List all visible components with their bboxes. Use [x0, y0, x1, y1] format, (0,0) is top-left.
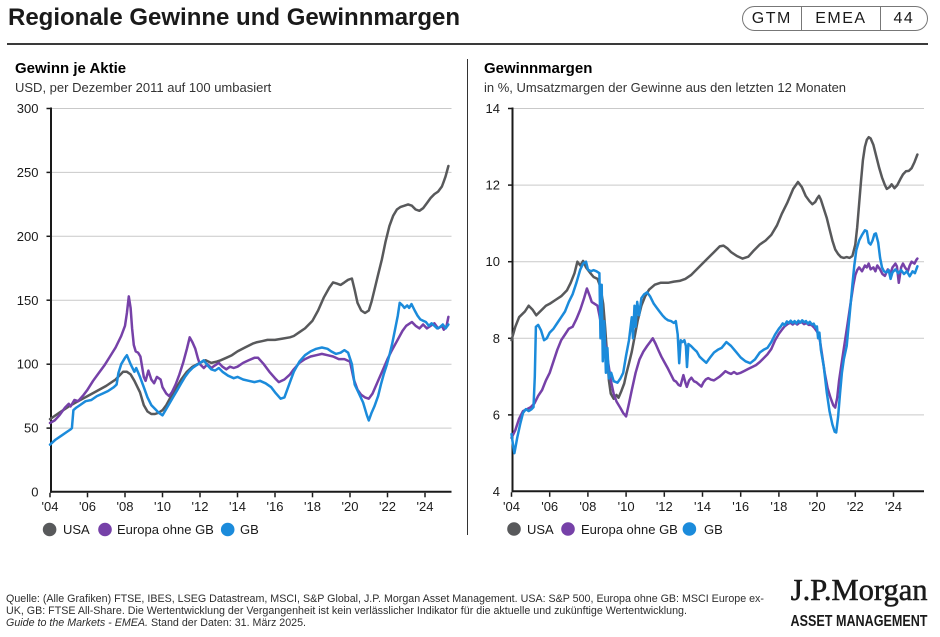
svg-text:'04: '04: [42, 499, 59, 514]
svg-text:'06: '06: [541, 499, 558, 514]
svg-text:'10: '10: [618, 499, 635, 514]
svg-text:'08: '08: [579, 499, 596, 514]
svg-text:'14: '14: [229, 499, 246, 514]
svg-text:12: 12: [486, 178, 500, 193]
svg-text:'12: '12: [192, 499, 209, 514]
svg-text:0: 0: [31, 485, 38, 500]
svg-text:'08: '08: [117, 499, 134, 514]
svg-text:'22: '22: [847, 499, 864, 514]
svg-text:'14: '14: [694, 499, 711, 514]
svg-text:'24: '24: [417, 499, 434, 514]
svg-text:'22: '22: [379, 499, 396, 514]
svg-text:6: 6: [493, 407, 500, 422]
svg-text:10: 10: [486, 254, 500, 269]
svg-text:'18: '18: [770, 499, 787, 514]
svg-text:'10: '10: [154, 499, 171, 514]
svg-text:'06: '06: [79, 499, 96, 514]
svg-text:'20: '20: [809, 499, 826, 514]
svg-text:'18: '18: [304, 499, 321, 514]
svg-text:250: 250: [17, 165, 39, 180]
svg-text:100: 100: [17, 357, 39, 372]
svg-text:4: 4: [493, 484, 500, 499]
svg-text:'12: '12: [656, 499, 673, 514]
svg-text:'16: '16: [732, 499, 749, 514]
svg-text:150: 150: [17, 293, 39, 308]
svg-text:'16: '16: [267, 499, 284, 514]
svg-text:'20: '20: [342, 499, 359, 514]
svg-text:'24: '24: [885, 499, 902, 514]
svg-text:300: 300: [17, 101, 39, 116]
svg-text:14: 14: [486, 101, 500, 116]
svg-text:200: 200: [17, 229, 39, 244]
svg-text:50: 50: [24, 421, 38, 436]
svg-text:'04: '04: [503, 499, 520, 514]
svg-text:8: 8: [493, 331, 500, 346]
